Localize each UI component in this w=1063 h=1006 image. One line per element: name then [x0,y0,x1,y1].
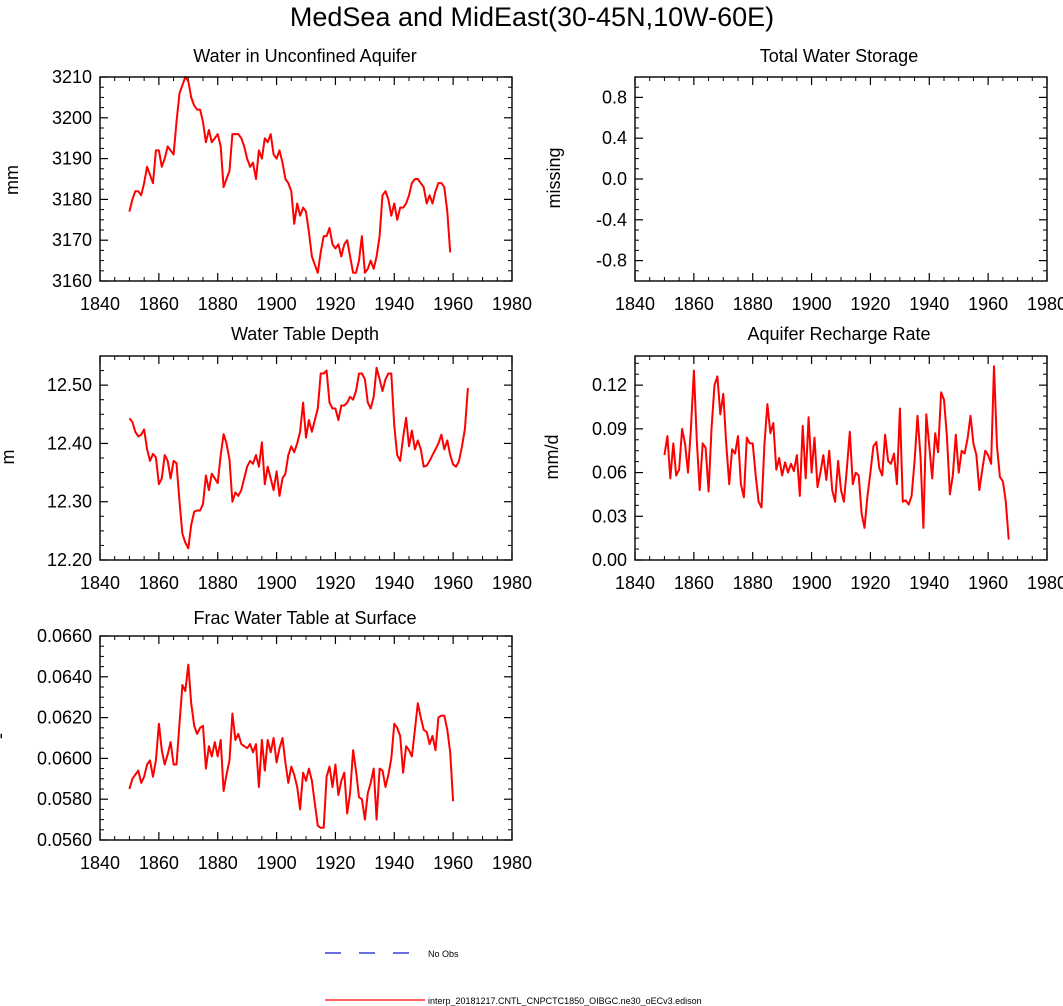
y-tick-label: 0.0 [602,169,627,189]
x-tick-label: 1840 [615,294,655,314]
y-tick-label: 0.09 [592,419,627,439]
y-tick-label: 12.20 [47,550,92,570]
x-tick-label: 1920 [850,294,890,314]
x-tick-label: 1940 [909,294,949,314]
y-tick-label: 0.00 [592,550,627,570]
plot-frame [99,76,513,282]
x-tick-label: 1900 [792,573,832,593]
y-tick-label: 0.12 [592,375,627,395]
x-tick-label: 1920 [850,573,890,593]
y-axis-label: mm/d [542,435,562,480]
x-tick-label: 1960 [433,853,473,873]
x-tick-label: 1900 [257,853,297,873]
x-tick-label: 1980 [1027,573,1063,593]
x-tick-label: 1880 [198,294,238,314]
x-tick-label: 1980 [492,853,532,873]
y-tick-label: 0.0640 [37,667,92,687]
x-tick-label: 1940 [374,294,414,314]
y-tick-label: 0.06 [592,463,627,483]
x-tick-label: 1840 [615,573,655,593]
y-tick-label: -0.4 [596,210,627,230]
y-tick-label: 3200 [52,108,92,128]
x-tick-label: 1940 [909,573,949,593]
x-tick-label: 1840 [80,853,120,873]
y-tick-label: 3210 [52,67,92,87]
y-axis-label: m [0,450,18,465]
plot-frame [99,355,513,561]
y-tick-label: 12.30 [47,492,92,512]
x-tick-label: 1980 [1027,294,1063,314]
y-tick-label: 3180 [52,189,92,209]
y-tick-label: 3170 [52,230,92,250]
y-tick-label: 3160 [52,271,92,291]
series-line [663,365,1010,540]
x-tick-label: 1840 [80,573,120,593]
x-tick-label: 1960 [433,294,473,314]
x-tick-label: 1960 [968,573,1008,593]
panel-water-table-depth: Water Table Depth m 1840 1860 1880 1900 1920… [0,324,532,593]
y-tick-label: 0.0580 [37,789,92,809]
y-tick-label: 0.0560 [37,830,92,850]
x-tick-label: 1840 [80,294,120,314]
x-tick-label: 1880 [733,294,773,314]
x-tick-label: 1860 [139,294,179,314]
panel-title: Water Table Depth [231,324,379,344]
y-axis-label: - [0,733,10,739]
x-tick-label: 1900 [257,294,297,314]
x-tick-label: 1940 [374,853,414,873]
x-tick-label: 1860 [674,573,714,593]
legend: No Obs interp_20181217.CNTL_CNPCTC1850_O… [325,949,702,1006]
x-tick-label: 1860 [139,573,179,593]
x-tick-label: 1860 [139,853,179,873]
y-axis-label: missing [544,147,564,208]
panel-frac-water-table-at-surface: Frac Water Table at Surface - 1840 1860 18… [0,608,532,873]
x-tick-label: 1920 [315,294,355,314]
panel-aquifer-recharge-rate: Aquifer Recharge Rate mm/d 1840 1860 1880 1… [542,324,1063,593]
x-tick-label: 1900 [257,573,297,593]
panel-total-water-storage: Total Water Storage missing 1840 1860 1880… [544,46,1063,314]
plot-frame [99,635,513,841]
x-tick-label: 1880 [733,573,773,593]
y-tick-label: 0.0620 [37,708,92,728]
x-tick-label: 1880 [198,573,238,593]
x-tick-label: 1880 [198,853,238,873]
panel-title: Aquifer Recharge Rate [747,324,930,344]
y-tick-label: 0.03 [592,506,627,526]
y-tick-label: 0.8 [602,87,627,107]
y-axis-label: mm [2,165,22,195]
x-tick-label: 1980 [492,294,532,314]
x-tick-label: 1860 [674,294,714,314]
series-line [128,663,455,829]
series-line [128,76,452,274]
y-tick-label: 0.4 [602,128,627,148]
figure-title: MedSea and MidEast(30-45N,10W-60E) [290,2,774,32]
y-tick-label: 12.40 [47,433,92,453]
plot-frame [634,355,1048,561]
x-tick-label: 1960 [433,573,473,593]
x-tick-label: 1980 [492,573,532,593]
panel-water-in-unconfined-aquifer: Water in Unconfined Aquifer mm 1840 1860 1… [2,46,532,314]
x-tick-label: 1920 [315,853,355,873]
legend-label-no-obs: No Obs [428,949,459,959]
x-tick-label: 1940 [374,573,414,593]
y-tick-label: -0.8 [596,251,627,271]
y-tick-label: 0.0660 [37,626,92,646]
plot-frame [634,76,1048,282]
panel-title: Frac Water Table at Surface [193,608,416,628]
y-tick-label: 0.0600 [37,748,92,768]
panel-title: Water in Unconfined Aquifer [193,46,416,66]
y-tick-label: 12.50 [47,375,92,395]
panel-title: Total Water Storage [760,46,918,66]
y-tick-label: 3190 [52,149,92,169]
legend-label-model: interp_20181217.CNTL_CNPCTC1850_OIBGC.ne… [428,996,702,1006]
x-tick-label: 1900 [792,294,832,314]
x-tick-label: 1920 [315,573,355,593]
series-line [128,366,469,550]
x-tick-label: 1960 [968,294,1008,314]
